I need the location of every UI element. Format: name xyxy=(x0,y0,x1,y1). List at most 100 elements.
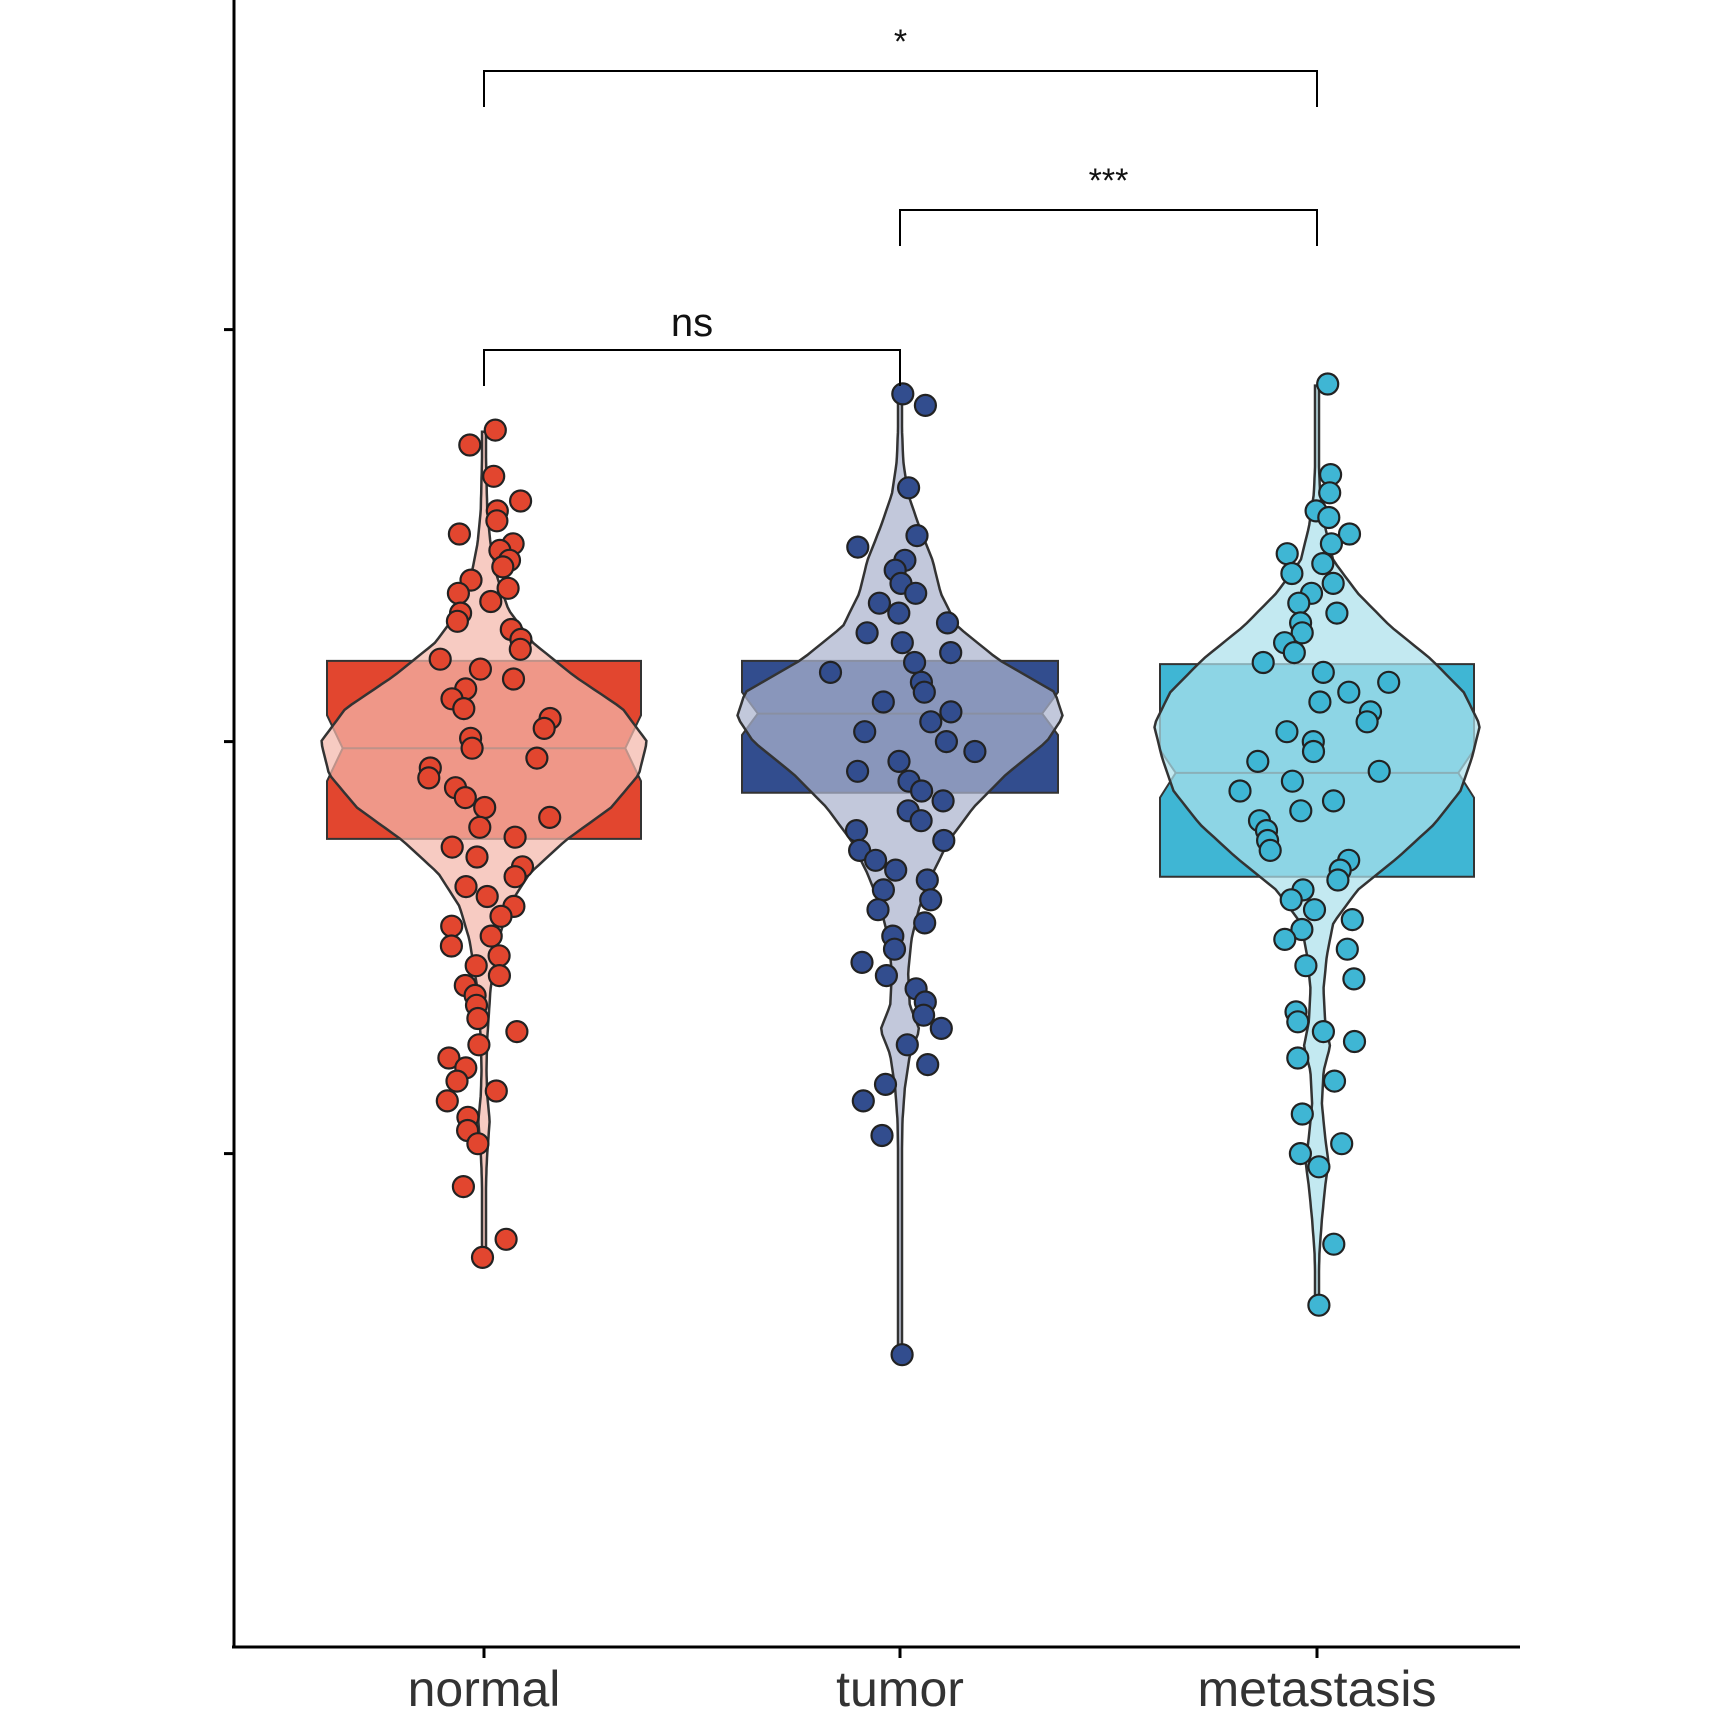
point-normal xyxy=(484,1079,508,1103)
bracket-line xyxy=(483,70,1318,107)
point-tumor xyxy=(939,700,963,724)
point-tumor xyxy=(904,581,928,605)
point-normal xyxy=(439,934,463,958)
point-normal xyxy=(440,835,464,859)
point-tumor xyxy=(909,809,933,833)
point-tumor xyxy=(919,710,943,734)
point-tumor xyxy=(895,1033,919,1057)
x-tick-label-tumor: tumor xyxy=(836,1661,964,1713)
point-tumor xyxy=(874,963,899,988)
point-metastasis xyxy=(1288,1141,1313,1166)
point-normal xyxy=(460,736,484,760)
point-metastasis xyxy=(1282,640,1306,665)
point-metastasis xyxy=(1290,621,1314,645)
point-metastasis xyxy=(1251,650,1275,675)
point-normal xyxy=(454,874,478,899)
point-normal xyxy=(491,555,515,579)
bracket-line xyxy=(899,209,1318,246)
point-tumor xyxy=(896,476,921,500)
point-normal xyxy=(487,963,511,988)
violin-metastasis xyxy=(1153,384,1481,1314)
point-tumor xyxy=(915,868,939,892)
point-normal xyxy=(466,1006,490,1031)
point-tumor xyxy=(890,1343,914,1367)
significance-brackets: ****ns xyxy=(483,23,1318,386)
point-metastasis xyxy=(1321,571,1345,596)
point-tumor xyxy=(818,660,843,685)
point-metastasis xyxy=(1330,1132,1354,1156)
point-metastasis xyxy=(1318,481,1342,505)
point-metastasis xyxy=(1286,1046,1310,1070)
point-metastasis xyxy=(1287,591,1311,615)
point-tumor xyxy=(912,680,936,704)
point-tumor xyxy=(890,631,914,655)
point-metastasis xyxy=(1286,1010,1310,1034)
point-metastasis xyxy=(1337,680,1361,704)
point-normal xyxy=(468,657,492,681)
point-metastasis xyxy=(1275,542,1299,566)
point-tumor xyxy=(932,828,956,853)
point-normal xyxy=(489,904,513,928)
point-tumor xyxy=(844,818,869,843)
point-metastasis xyxy=(1377,670,1401,694)
point-metastasis xyxy=(1322,1232,1346,1256)
point-normal xyxy=(467,1033,491,1057)
point-tumor xyxy=(935,611,960,635)
point-normal xyxy=(538,805,562,830)
point-tumor xyxy=(909,779,934,803)
significance-label: * xyxy=(894,23,907,61)
point-metastasis xyxy=(1322,1069,1347,1093)
point-normal xyxy=(508,637,532,661)
point-metastasis xyxy=(1311,551,1335,576)
point-normal xyxy=(487,944,511,968)
point-tumor xyxy=(867,591,892,615)
point-tumor xyxy=(882,937,907,961)
point-normal xyxy=(466,1132,490,1156)
point-normal xyxy=(479,924,503,948)
point-tumor xyxy=(913,393,938,417)
point-normal xyxy=(485,509,509,533)
point-metastasis xyxy=(1326,868,1350,892)
category-labels: normal tumor metastasis xyxy=(408,1661,1437,1713)
point-tumor xyxy=(919,888,943,912)
point-metastasis xyxy=(1280,561,1304,586)
point-tumor xyxy=(863,848,888,872)
point-normal xyxy=(479,589,503,614)
point-metastasis xyxy=(1308,690,1332,714)
point-metastasis xyxy=(1311,660,1335,685)
point-metastasis xyxy=(1289,799,1313,823)
point-tumor xyxy=(845,759,870,783)
point-normal xyxy=(440,914,464,938)
point-normal xyxy=(532,716,556,741)
point-normal xyxy=(501,667,526,691)
point-normal xyxy=(503,825,527,849)
point-metastasis xyxy=(1290,1102,1314,1126)
point-tumor xyxy=(939,640,963,665)
point-normal xyxy=(417,766,441,790)
point-normal xyxy=(525,746,549,770)
point-normal xyxy=(468,815,492,839)
point-normal xyxy=(445,609,469,633)
point-metastasis xyxy=(1321,789,1346,813)
x-tick-label-normal: normal xyxy=(408,1661,561,1713)
point-tumor xyxy=(887,601,911,625)
point-metastasis xyxy=(1342,967,1366,991)
point-tumor xyxy=(850,950,874,975)
point-metastasis xyxy=(1325,601,1349,625)
point-metastasis xyxy=(1317,505,1341,530)
point-normal xyxy=(447,522,471,546)
point-tumor xyxy=(851,1089,875,1113)
point-normal xyxy=(470,1245,495,1270)
significance-bracket-2: *** xyxy=(899,162,1318,246)
point-tumor xyxy=(916,1052,940,1077)
point-normal xyxy=(475,884,499,909)
point-tumor xyxy=(855,621,879,645)
point-metastasis xyxy=(1280,769,1305,793)
point-metastasis xyxy=(1307,1155,1331,1179)
point-normal xyxy=(435,1089,459,1113)
point-metastasis xyxy=(1228,779,1252,803)
point-tumor xyxy=(905,523,929,548)
point-tumor xyxy=(911,1003,936,1027)
point-normal xyxy=(464,954,488,978)
